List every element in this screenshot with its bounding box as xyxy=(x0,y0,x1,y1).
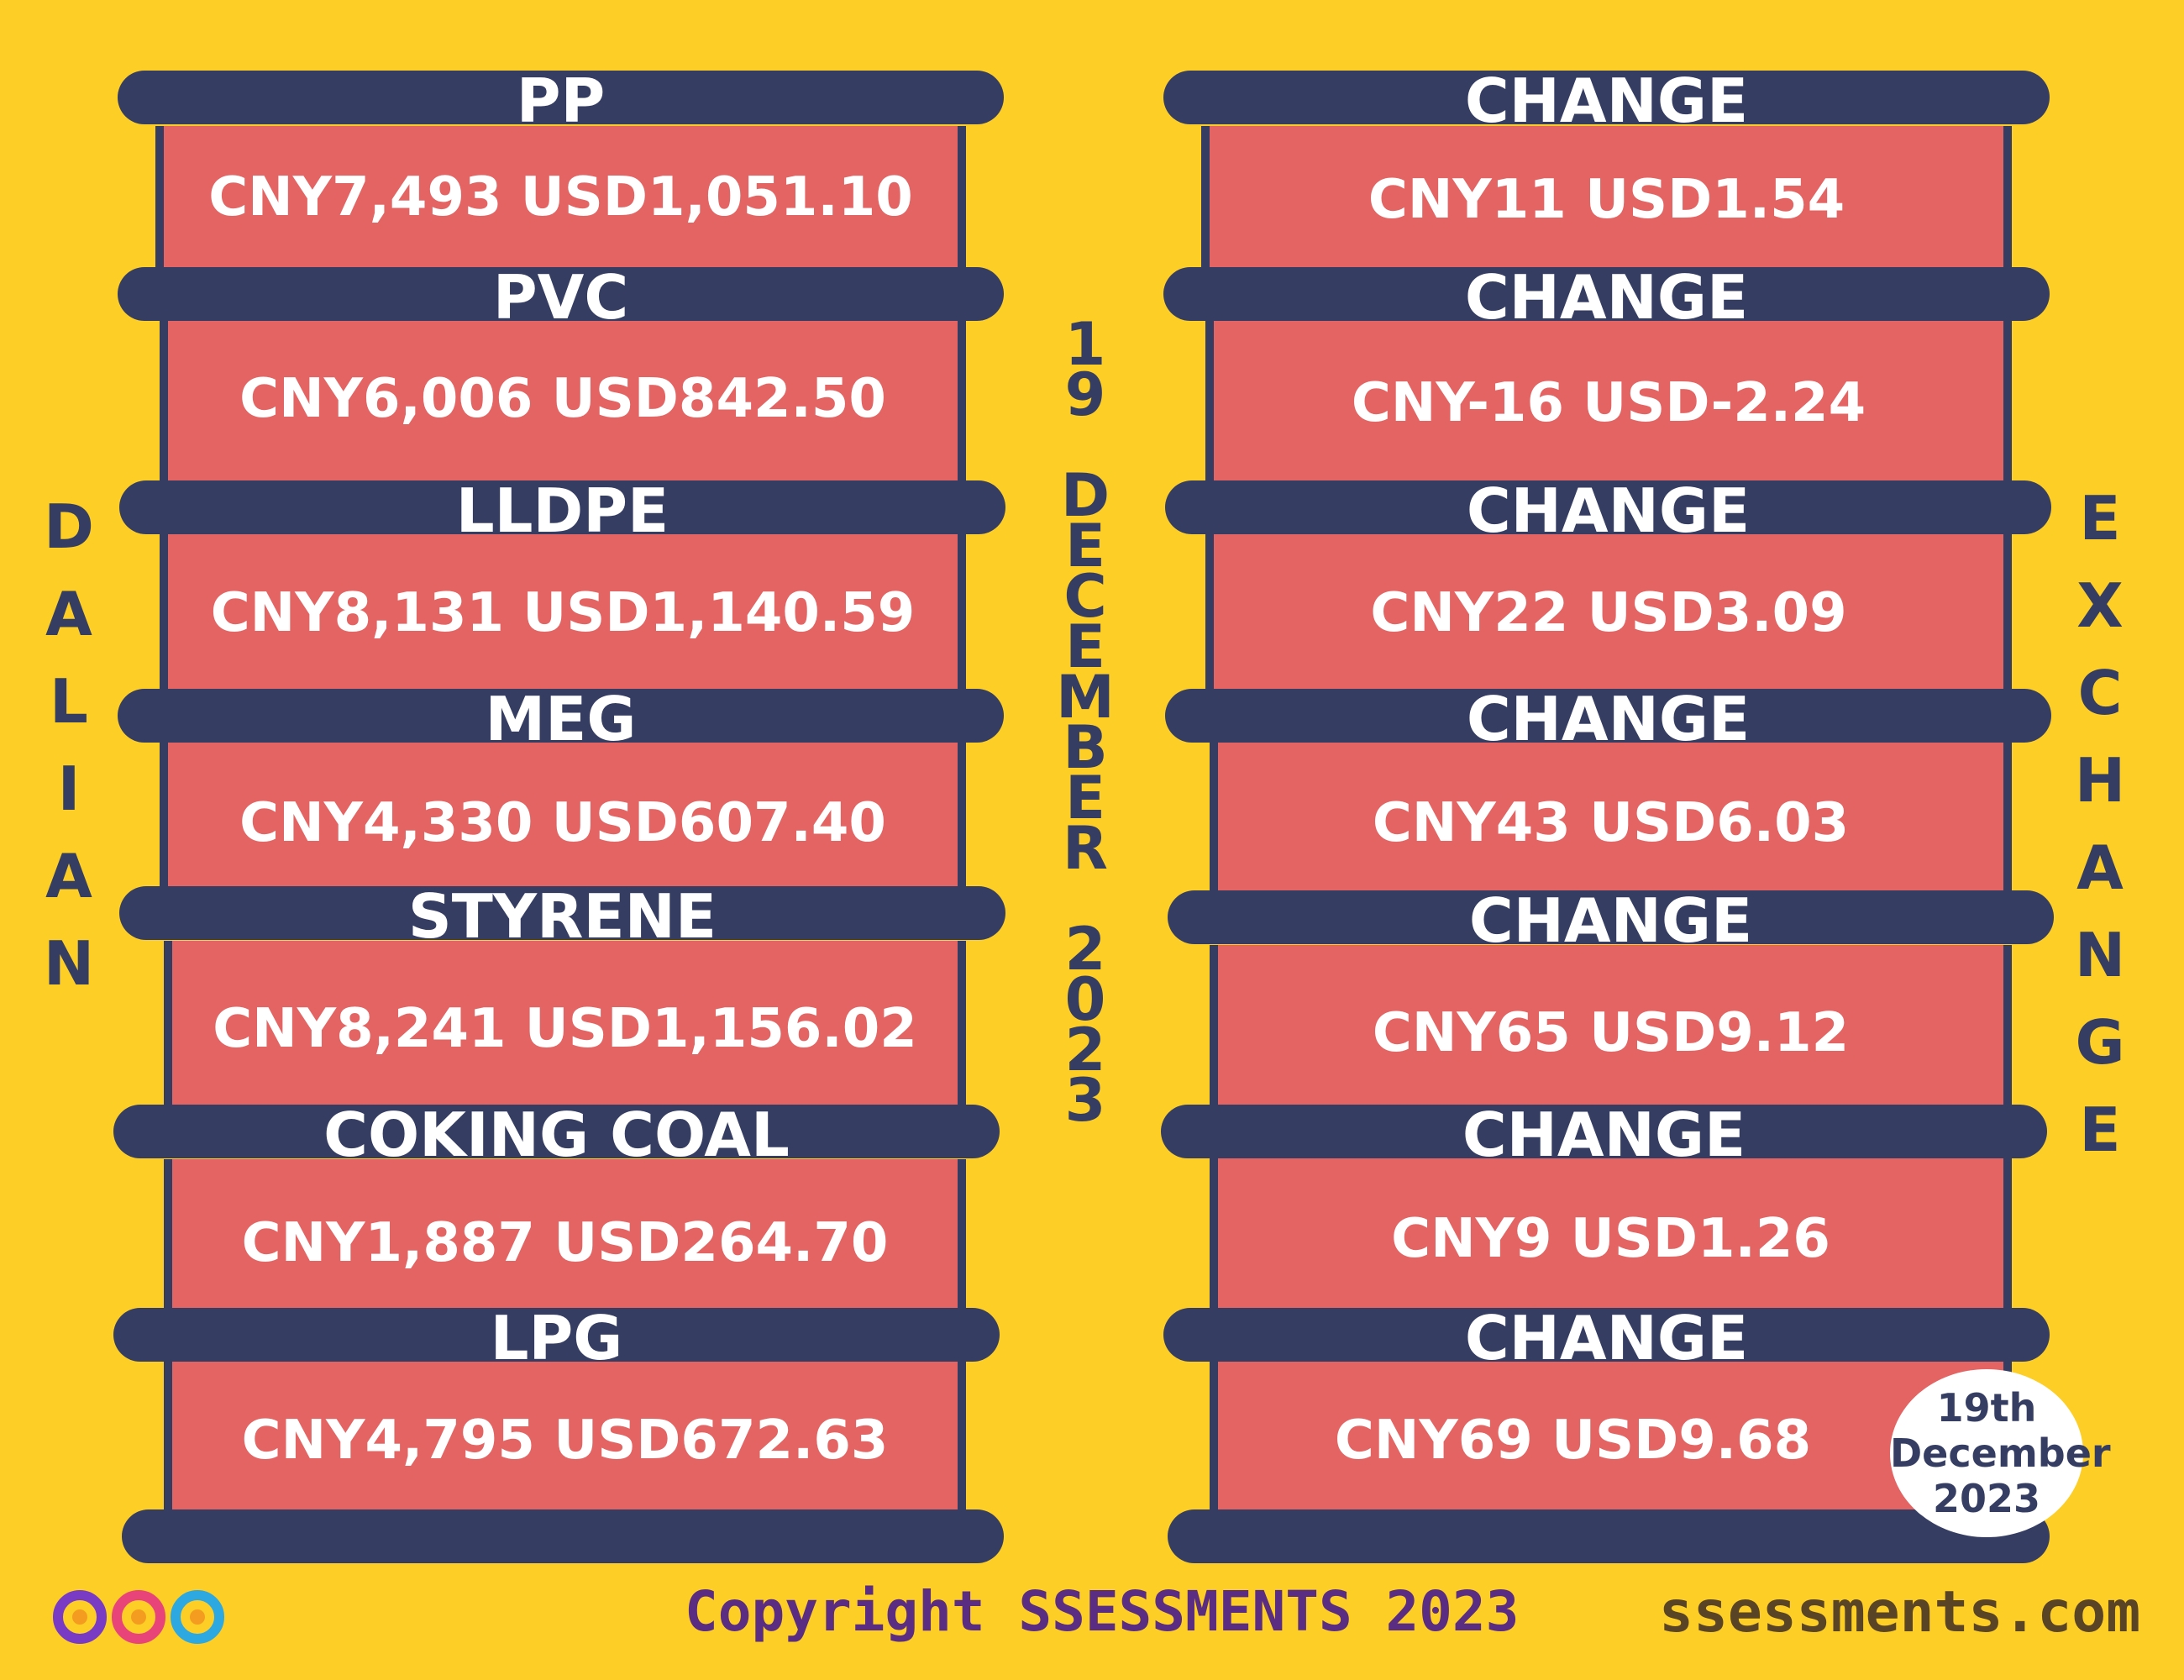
date-letter: 1 xyxy=(1064,310,1106,379)
product-name: LPG xyxy=(490,1303,623,1373)
change-label: CHANGE xyxy=(1462,1100,1746,1170)
change-label: CHANGE xyxy=(1464,1303,1749,1373)
change-label: CHANGE xyxy=(1466,475,1751,546)
product-value-panel: CNY7,493 USD1,051.10 xyxy=(155,126,966,269)
change-value: CNY-16 USD-2.24 xyxy=(1351,372,1866,434)
date-letter: B xyxy=(1063,713,1108,782)
title-letter: E xyxy=(2079,483,2121,554)
title-letter: A xyxy=(45,841,92,911)
website-link[interactable]: ssessments.com xyxy=(1659,1579,2141,1646)
title-letter: D xyxy=(44,491,94,562)
product-name: MEG xyxy=(485,684,637,754)
copyright-text: Copyright SSESSMENTS 2023 xyxy=(685,1579,1520,1644)
date-letter: 2 xyxy=(1064,915,1106,984)
product-name-bar: STYRENE xyxy=(119,886,1005,947)
title-letter: E xyxy=(2079,1095,2121,1165)
date-letter: 3 xyxy=(1064,1066,1106,1135)
date-letter: E xyxy=(1065,612,1105,681)
product-name-bar: PP xyxy=(118,71,1004,131)
product-name-bar: MEG xyxy=(118,689,1004,749)
title-letter: N xyxy=(43,928,95,999)
date-letter: R xyxy=(1063,814,1108,883)
product-name: PVC xyxy=(492,262,629,333)
change-label: CHANGE xyxy=(1464,262,1749,333)
title-letter: H xyxy=(2074,745,2126,816)
product-value-panel: CNY1,887 USD264.70 xyxy=(164,1159,966,1327)
change-value: CNY65 USD9.12 xyxy=(1372,1002,1850,1064)
badge-day: 19th xyxy=(1936,1385,2037,1431)
title-letter: C xyxy=(2077,658,2123,728)
product-name: COKING COAL xyxy=(323,1100,790,1170)
change-label-bar: CHANGE xyxy=(1165,689,2051,749)
date-letter: E xyxy=(1065,764,1105,832)
exchange-vertical-title: E X C H A N G E xyxy=(2066,475,2134,1173)
change-value-panel: CNY43 USD6.03 xyxy=(1210,739,2012,907)
title-letter: A xyxy=(45,579,92,649)
title-letter: L xyxy=(50,666,88,737)
change-value: CNY11 USD1.54 xyxy=(1368,168,1845,231)
change-label-bar: CHANGE xyxy=(1165,480,2051,541)
center-vertical-date: 1 9 D E C E M B E R 2 0 2 3 xyxy=(1052,310,1119,1135)
infinity-logo-icon xyxy=(53,1590,224,1644)
product-name-bar: COKING COAL xyxy=(113,1105,1000,1165)
product-name-bar: LLDPE xyxy=(119,480,1005,541)
product-value: CNY6,006 USD842.50 xyxy=(239,368,886,430)
product-value-panel: CNY4,795 USD672.63 xyxy=(164,1357,966,1525)
change-value-panel: CNY9 USD1.26 xyxy=(1210,1155,2012,1323)
change-value-panel: CNY-16 USD-2.24 xyxy=(1205,319,2012,487)
date-badge: 19th December 2023 xyxy=(1890,1369,2111,1537)
product-value-panel: CNY4,330 USD607.40 xyxy=(160,739,966,907)
change-label-bar: CHANGE xyxy=(1161,1105,2047,1165)
change-value: CNY22 USD3.09 xyxy=(1370,582,1847,644)
product-name-bar: PVC xyxy=(118,267,1004,328)
product-value: CNY4,330 USD607.40 xyxy=(239,792,886,854)
date-letter: D xyxy=(1060,461,1110,530)
date-letter: E xyxy=(1065,512,1105,580)
bottom-bar xyxy=(122,1509,1004,1563)
change-value: CNY43 USD6.03 xyxy=(1372,792,1850,854)
product-value-panel: CNY8,131 USD1,140.59 xyxy=(160,529,966,697)
badge-month: December xyxy=(1890,1431,2111,1476)
date-letter: 9 xyxy=(1064,360,1106,429)
change-value-panel: CNY11 USD1.54 xyxy=(1201,126,2012,273)
change-label-bar: CHANGE xyxy=(1163,71,2050,131)
change-value: CNY69 USD9.68 xyxy=(1334,1410,1812,1472)
title-letter: A xyxy=(2076,832,2124,903)
dalian-vertical-title: D A L I A N xyxy=(35,483,102,1007)
title-letter: N xyxy=(2074,920,2126,990)
title-letter: I xyxy=(57,753,81,824)
change-label: CHANGE xyxy=(1464,66,1749,136)
change-label-bar: CHANGE xyxy=(1163,267,2050,328)
product-value-panel: CNY6,006 USD842.50 xyxy=(160,315,966,483)
change-label: CHANGE xyxy=(1468,885,1753,956)
product-name: LLDPE xyxy=(455,475,669,546)
product-value: CNY7,493 USD1,051.10 xyxy=(208,166,913,228)
product-name: STYRENE xyxy=(407,881,717,952)
product-name-bar: LPG xyxy=(113,1308,1000,1368)
product-value-panel: CNY8,241 USD1,156.02 xyxy=(164,941,966,1117)
title-letter: X xyxy=(2076,570,2124,641)
badge-year: 2023 xyxy=(1932,1476,2041,1521)
change-value: CNY9 USD1.26 xyxy=(1391,1208,1830,1270)
change-value-panel: CNY22 USD3.09 xyxy=(1205,529,2012,697)
date-letter: 0 xyxy=(1064,965,1106,1034)
change-value-panel: CNY65 USD9.12 xyxy=(1210,945,2012,1121)
bottom-bar xyxy=(1168,1509,2050,1563)
product-value: CNY8,241 USD1,156.02 xyxy=(213,998,917,1060)
change-label-bar: CHANGE xyxy=(1168,890,2054,951)
date-letter: C xyxy=(1063,562,1107,631)
date-letter: M xyxy=(1056,663,1115,732)
product-value: CNY4,795 USD672.63 xyxy=(241,1410,889,1472)
title-letter: G xyxy=(2075,1007,2125,1078)
change-label-bar: CHANGE xyxy=(1163,1308,2050,1368)
product-value: CNY1,887 USD264.70 xyxy=(241,1212,889,1274)
product-name: PP xyxy=(516,66,606,136)
change-value-panel: CNY69 USD9.68 xyxy=(1210,1357,2012,1525)
change-label: CHANGE xyxy=(1466,684,1751,754)
date-letter: 2 xyxy=(1064,1016,1106,1084)
product-value: CNY8,131 USD1,140.59 xyxy=(210,582,916,644)
